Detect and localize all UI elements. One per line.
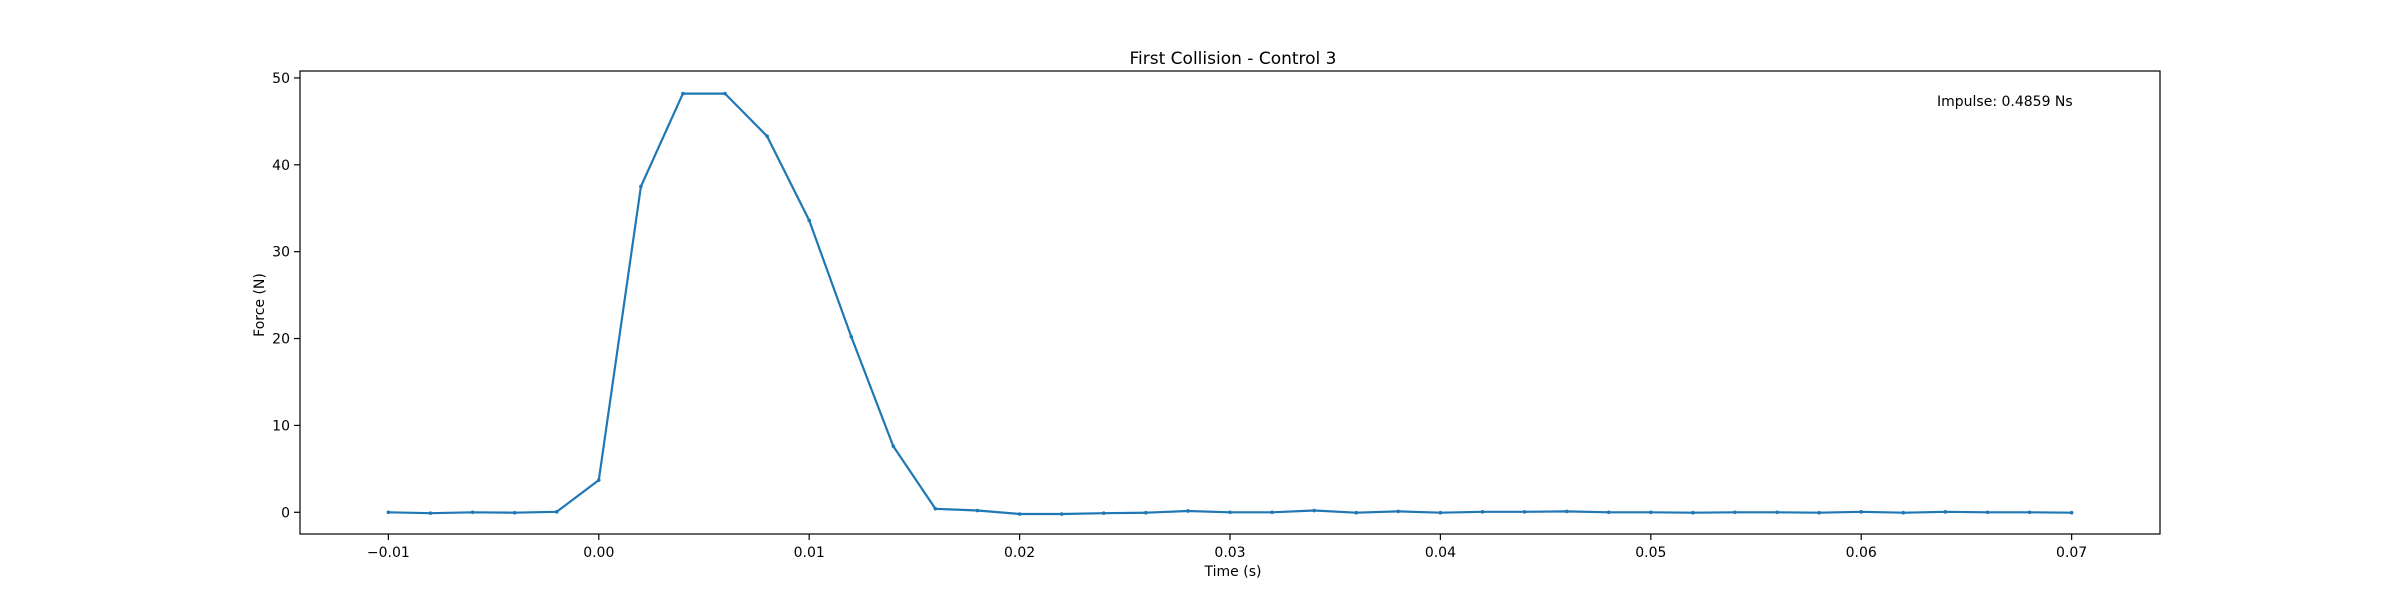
data-point [1228, 510, 1232, 515]
chart-title: First Collision - Control 3 [1130, 49, 1337, 69]
data-point [428, 511, 433, 515]
data-point [386, 510, 391, 515]
x-tick-label: 0.02 [1004, 545, 1035, 561]
data-point [1649, 510, 1653, 515]
data-point [1985, 510, 1990, 515]
x-tick-label: 0.06 [1846, 545, 1877, 561]
data-point [807, 218, 811, 223]
data-point [933, 507, 938, 511]
data-point [1564, 509, 1569, 514]
data-point [554, 510, 559, 514]
y-tick-label: 30 [272, 245, 290, 261]
data-point [512, 510, 517, 515]
data-point [1186, 509, 1190, 513]
y-tick-label: 10 [272, 418, 290, 434]
data-point [1522, 510, 1527, 514]
data-point [1480, 510, 1485, 514]
data-point [639, 184, 643, 189]
data-point [681, 91, 685, 96]
data-point [2069, 510, 2074, 515]
data-point [1691, 510, 1695, 515]
x-axis-label: Time (s) [1204, 564, 1262, 580]
data-point [596, 478, 601, 482]
data-point [1312, 508, 1316, 513]
plot-frame [299, 70, 2161, 535]
data-point [1943, 510, 1948, 514]
data-point [1017, 512, 1022, 516]
y-tick-label: 50 [272, 71, 290, 87]
data-point [1438, 510, 1443, 515]
x-tick-label: 0.04 [1425, 545, 1456, 561]
data-point [1817, 510, 1821, 515]
series-line [388, 92, 2072, 516]
data-point [891, 444, 896, 449]
data-point [1144, 510, 1148, 515]
data-point [1059, 512, 1064, 516]
data-point [1606, 510, 1611, 515]
data-point [1733, 510, 1737, 515]
plot-area: −0.01 0.00 0.01 0.02 0.03 0.04 0.05 0.06 0.07 0 10… [272, 70, 2161, 561]
data-point [1270, 510, 1274, 515]
x-tick-label: 0.01 [794, 545, 825, 561]
y-tick-label: 20 [272, 332, 290, 348]
data-point [1775, 510, 1779, 515]
x-tick-label: 0.03 [1214, 545, 1245, 561]
data-point [765, 134, 769, 138]
data-point [1354, 510, 1359, 515]
data-point [1396, 509, 1401, 514]
impulse-annotation: Impulse: 0.4859 Ns [1937, 94, 2073, 110]
data-point [470, 510, 475, 515]
y-axis-label: Force (N) [252, 273, 268, 337]
x-tick-label: 0.07 [2056, 545, 2087, 561]
y-tick-label: 40 [272, 158, 290, 174]
data-point [975, 508, 980, 513]
y-tick-label: 0 [281, 505, 290, 521]
data-point [1901, 510, 1906, 515]
x-tick-label: 0.05 [1635, 545, 1666, 561]
data-point [1859, 510, 1864, 514]
data-point [849, 335, 854, 339]
x-tick-label: −0.01 [367, 545, 410, 561]
x-tick-label: 0.00 [583, 545, 614, 561]
data-point [723, 91, 727, 96]
data-point [2027, 510, 2032, 515]
data-point [1101, 511, 1106, 515]
